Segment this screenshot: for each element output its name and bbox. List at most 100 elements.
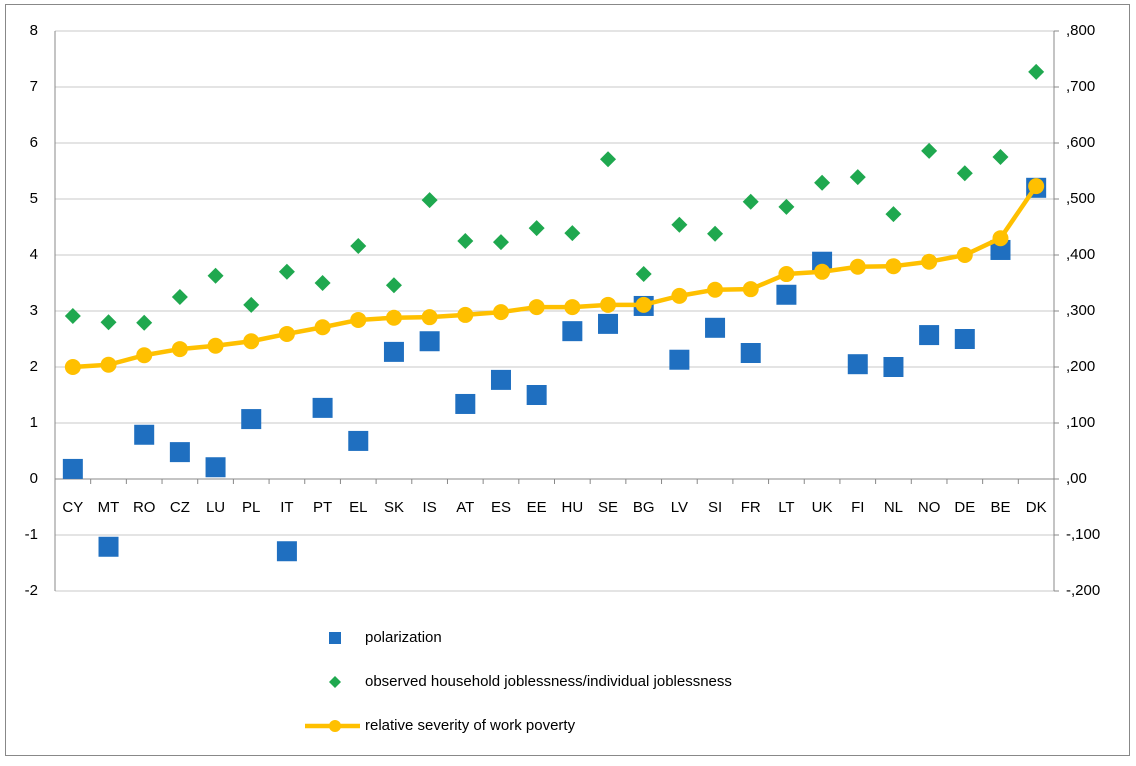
- x-tick-label: IT: [280, 499, 293, 516]
- x-tick-label: CZ: [170, 499, 190, 516]
- y2-tick-label: ,800: [1066, 22, 1095, 39]
- marker: [243, 333, 260, 350]
- y2-tick-label: ,300: [1066, 302, 1095, 319]
- x-tick-label: NL: [884, 499, 903, 516]
- x-tick-label: PT: [313, 499, 332, 516]
- y2-tick-label: ,100: [1066, 414, 1095, 431]
- marker: [136, 314, 153, 331]
- marker: [671, 287, 688, 304]
- y2-tick-label: ,600: [1066, 134, 1095, 151]
- x-tick-label: IS: [423, 499, 437, 516]
- legend-marker: [329, 676, 341, 688]
- marker: [100, 356, 117, 373]
- marker: [64, 308, 81, 325]
- marker: [457, 233, 474, 249]
- marker: [528, 299, 545, 316]
- marker: [385, 277, 402, 294]
- y2-tick-label: -,100: [1066, 526, 1100, 543]
- legend-label: observed household joblessness/individua…: [365, 673, 732, 690]
- marker: [62, 458, 83, 479]
- marker: [419, 331, 440, 352]
- x-tick-label: CY: [62, 499, 83, 516]
- marker: [1028, 178, 1045, 195]
- marker: [278, 263, 295, 280]
- y2-tick-label: ,700: [1066, 78, 1095, 95]
- marker: [992, 149, 1009, 165]
- x-tick-label: FR: [741, 499, 761, 516]
- marker: [847, 354, 868, 375]
- y-tick-label: 7: [30, 78, 38, 95]
- marker: [1028, 63, 1045, 80]
- marker: [350, 238, 367, 255]
- marker: [241, 409, 262, 430]
- x-tick-label: BG: [633, 499, 655, 516]
- x-tick-label: FI: [851, 499, 864, 516]
- marker: [526, 385, 547, 405]
- marker: [100, 314, 117, 331]
- marker: [956, 247, 973, 263]
- y-tick-label: -2: [25, 582, 38, 599]
- x-tick-label: SK: [384, 499, 404, 516]
- marker: [136, 347, 153, 364]
- marker: [385, 309, 402, 326]
- marker: [921, 253, 938, 270]
- marker: [64, 359, 81, 375]
- marker: [312, 397, 333, 418]
- marker: [705, 317, 726, 338]
- y2-tick-label: ,500: [1066, 190, 1095, 207]
- x-tick-label: LT: [778, 499, 794, 516]
- marker: [885, 206, 902, 223]
- x-tick-label: AT: [456, 499, 474, 516]
- marker: [956, 165, 973, 182]
- x-tick-label: RO: [133, 499, 156, 516]
- marker: [205, 457, 226, 478]
- marker: [598, 313, 619, 334]
- marker: [350, 311, 367, 328]
- marker: [778, 266, 795, 283]
- marker: [776, 284, 797, 305]
- marker: [990, 239, 1011, 260]
- marker: [562, 321, 583, 342]
- marker: [421, 309, 438, 326]
- marker: [528, 220, 545, 237]
- marker: [564, 299, 581, 316]
- marker: [814, 174, 831, 191]
- marker: [742, 193, 759, 210]
- x-tick-label: SI: [708, 499, 722, 516]
- marker: [635, 266, 652, 283]
- marker: [671, 216, 688, 233]
- marker: [849, 169, 866, 186]
- marker: [564, 225, 581, 242]
- x-tick-label: EL: [349, 499, 367, 516]
- marker: [169, 442, 190, 463]
- y-tick-label: 1: [30, 414, 38, 431]
- marker: [919, 325, 940, 346]
- marker: [600, 296, 617, 313]
- y2-tick-label: -,200: [1066, 582, 1100, 599]
- y-tick-label: 4: [30, 246, 38, 263]
- legend-marker: [329, 720, 341, 732]
- marker: [849, 258, 866, 275]
- y-tick-label: -1: [25, 526, 38, 543]
- y-tick-label: 8: [30, 22, 38, 39]
- marker: [492, 304, 509, 321]
- marker: [954, 329, 975, 349]
- y-tick-label: 6: [30, 134, 38, 151]
- y-tick-label: 0: [30, 470, 38, 487]
- x-tick-label: DE: [954, 499, 975, 516]
- x-tick-label: LV: [671, 499, 688, 516]
- marker: [635, 296, 652, 313]
- marker: [455, 393, 476, 414]
- y-tick-label: 2: [30, 358, 38, 375]
- y2-tick-label: ,400: [1066, 246, 1095, 263]
- marker: [171, 289, 188, 305]
- legend-label: relative severity of work poverty: [365, 717, 576, 734]
- x-tick-label: SE: [598, 499, 618, 516]
- marker: [490, 369, 511, 390]
- marker: [740, 343, 761, 363]
- marker: [171, 341, 188, 358]
- x-tick-label: UK: [812, 499, 833, 516]
- x-tick-label: NO: [918, 499, 941, 516]
